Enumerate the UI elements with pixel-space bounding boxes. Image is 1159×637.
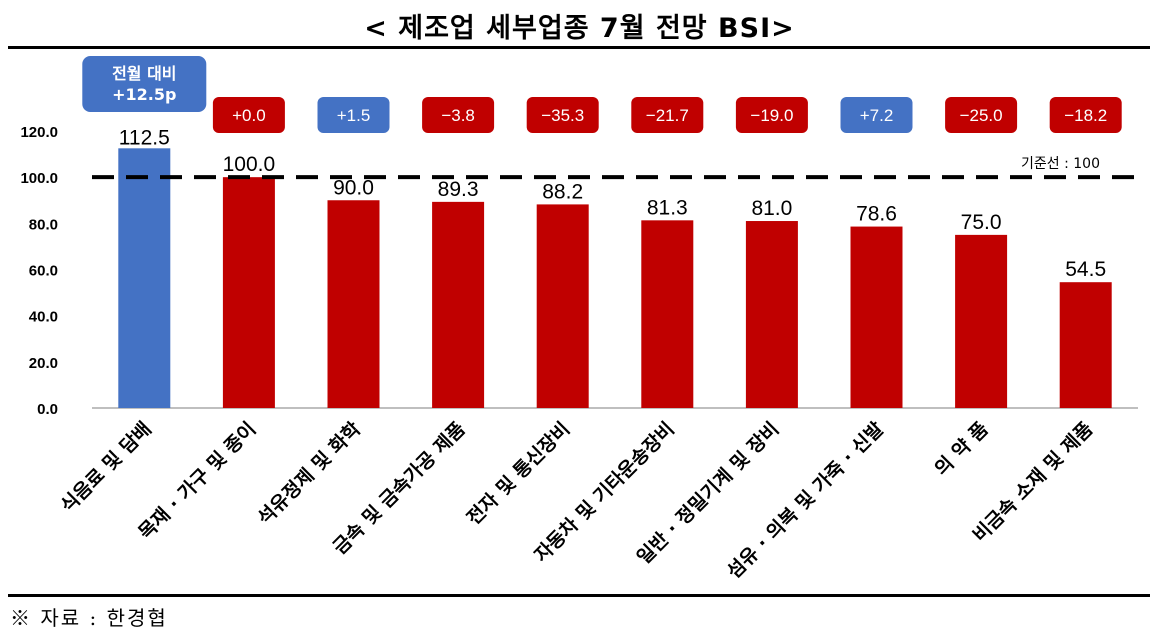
data-label: 54.5 [1065, 258, 1106, 281]
bar [118, 148, 171, 408]
chart-title: < 제조업 세부업종 7월 전망 BSI> [364, 13, 795, 44]
change-label: −35.3 [541, 106, 584, 125]
change-badge [526, 97, 599, 133]
data-label: 112.5 [119, 126, 170, 149]
change-label: −25.0 [960, 106, 1003, 125]
change-badge [840, 97, 913, 133]
change-label: −21.7 [646, 106, 689, 125]
change-label: −19.0 [750, 106, 793, 125]
x-tick-label: 의 약 품 [931, 418, 993, 480]
change-label: +0.0 [232, 106, 266, 125]
bar [327, 200, 380, 408]
y-tick-label: 60.0 [29, 263, 58, 280]
change-label: +12.5p [112, 85, 176, 104]
bar [641, 220, 694, 408]
bar [536, 204, 589, 408]
x-tick-label: 석유정제 및 화학 [254, 418, 366, 530]
change-label: −18.2 [1064, 106, 1107, 125]
data-label: 81.0 [751, 197, 792, 220]
y-tick-label: 120.0 [20, 124, 58, 141]
y-tick-label: 100.0 [20, 170, 58, 187]
bar [955, 234, 1008, 408]
change-label: −3.8 [441, 106, 475, 125]
y-tick-label: 0.0 [37, 401, 58, 418]
change-badge [631, 97, 704, 133]
reference-line-label: 기준선 : 100 [1021, 156, 1100, 172]
data-label: 100.0 [223, 153, 276, 176]
x-tick-label: 전자 및 통신장비 [463, 418, 574, 529]
data-label: 81.3 [647, 196, 688, 219]
data-label: 78.6 [856, 203, 897, 226]
change-label: +1.5 [337, 106, 371, 125]
x-tick-label: 목재 · 가구 및 종이 [135, 418, 261, 544]
y-tick-label: 20.0 [29, 355, 58, 372]
change-badge [1049, 97, 1122, 133]
change-badge [212, 97, 285, 133]
change-badge [735, 97, 808, 133]
change-label: 전월 대비 [112, 64, 176, 83]
bar [850, 226, 903, 408]
bar-chart: 0.0 20.0 40.0 60.0 80.0 100.0 120.0 112.5 전월 대비 +… [20, 56, 1138, 583]
change-badge [422, 97, 495, 133]
bar [222, 177, 275, 408]
x-tick-label: 식음료 및 담배 [57, 418, 156, 517]
change-badge [317, 97, 390, 133]
source-note: ※ 자료 : 한경협 [10, 606, 168, 630]
y-tick-label: 80.0 [29, 216, 58, 233]
bar [432, 201, 485, 408]
bar [1059, 282, 1112, 408]
data-label: 89.3 [438, 178, 479, 201]
bar [745, 221, 798, 408]
change-badge [945, 97, 1018, 133]
change-label: +7.2 [860, 106, 894, 125]
data-label: 90.0 [333, 176, 374, 199]
y-tick-label: 40.0 [29, 309, 58, 326]
data-label: 88.2 [542, 180, 583, 203]
data-label: 75.0 [961, 211, 1002, 234]
footer-divider [8, 594, 1150, 597]
title-divider [8, 46, 1150, 49]
change-badge [82, 56, 207, 112]
